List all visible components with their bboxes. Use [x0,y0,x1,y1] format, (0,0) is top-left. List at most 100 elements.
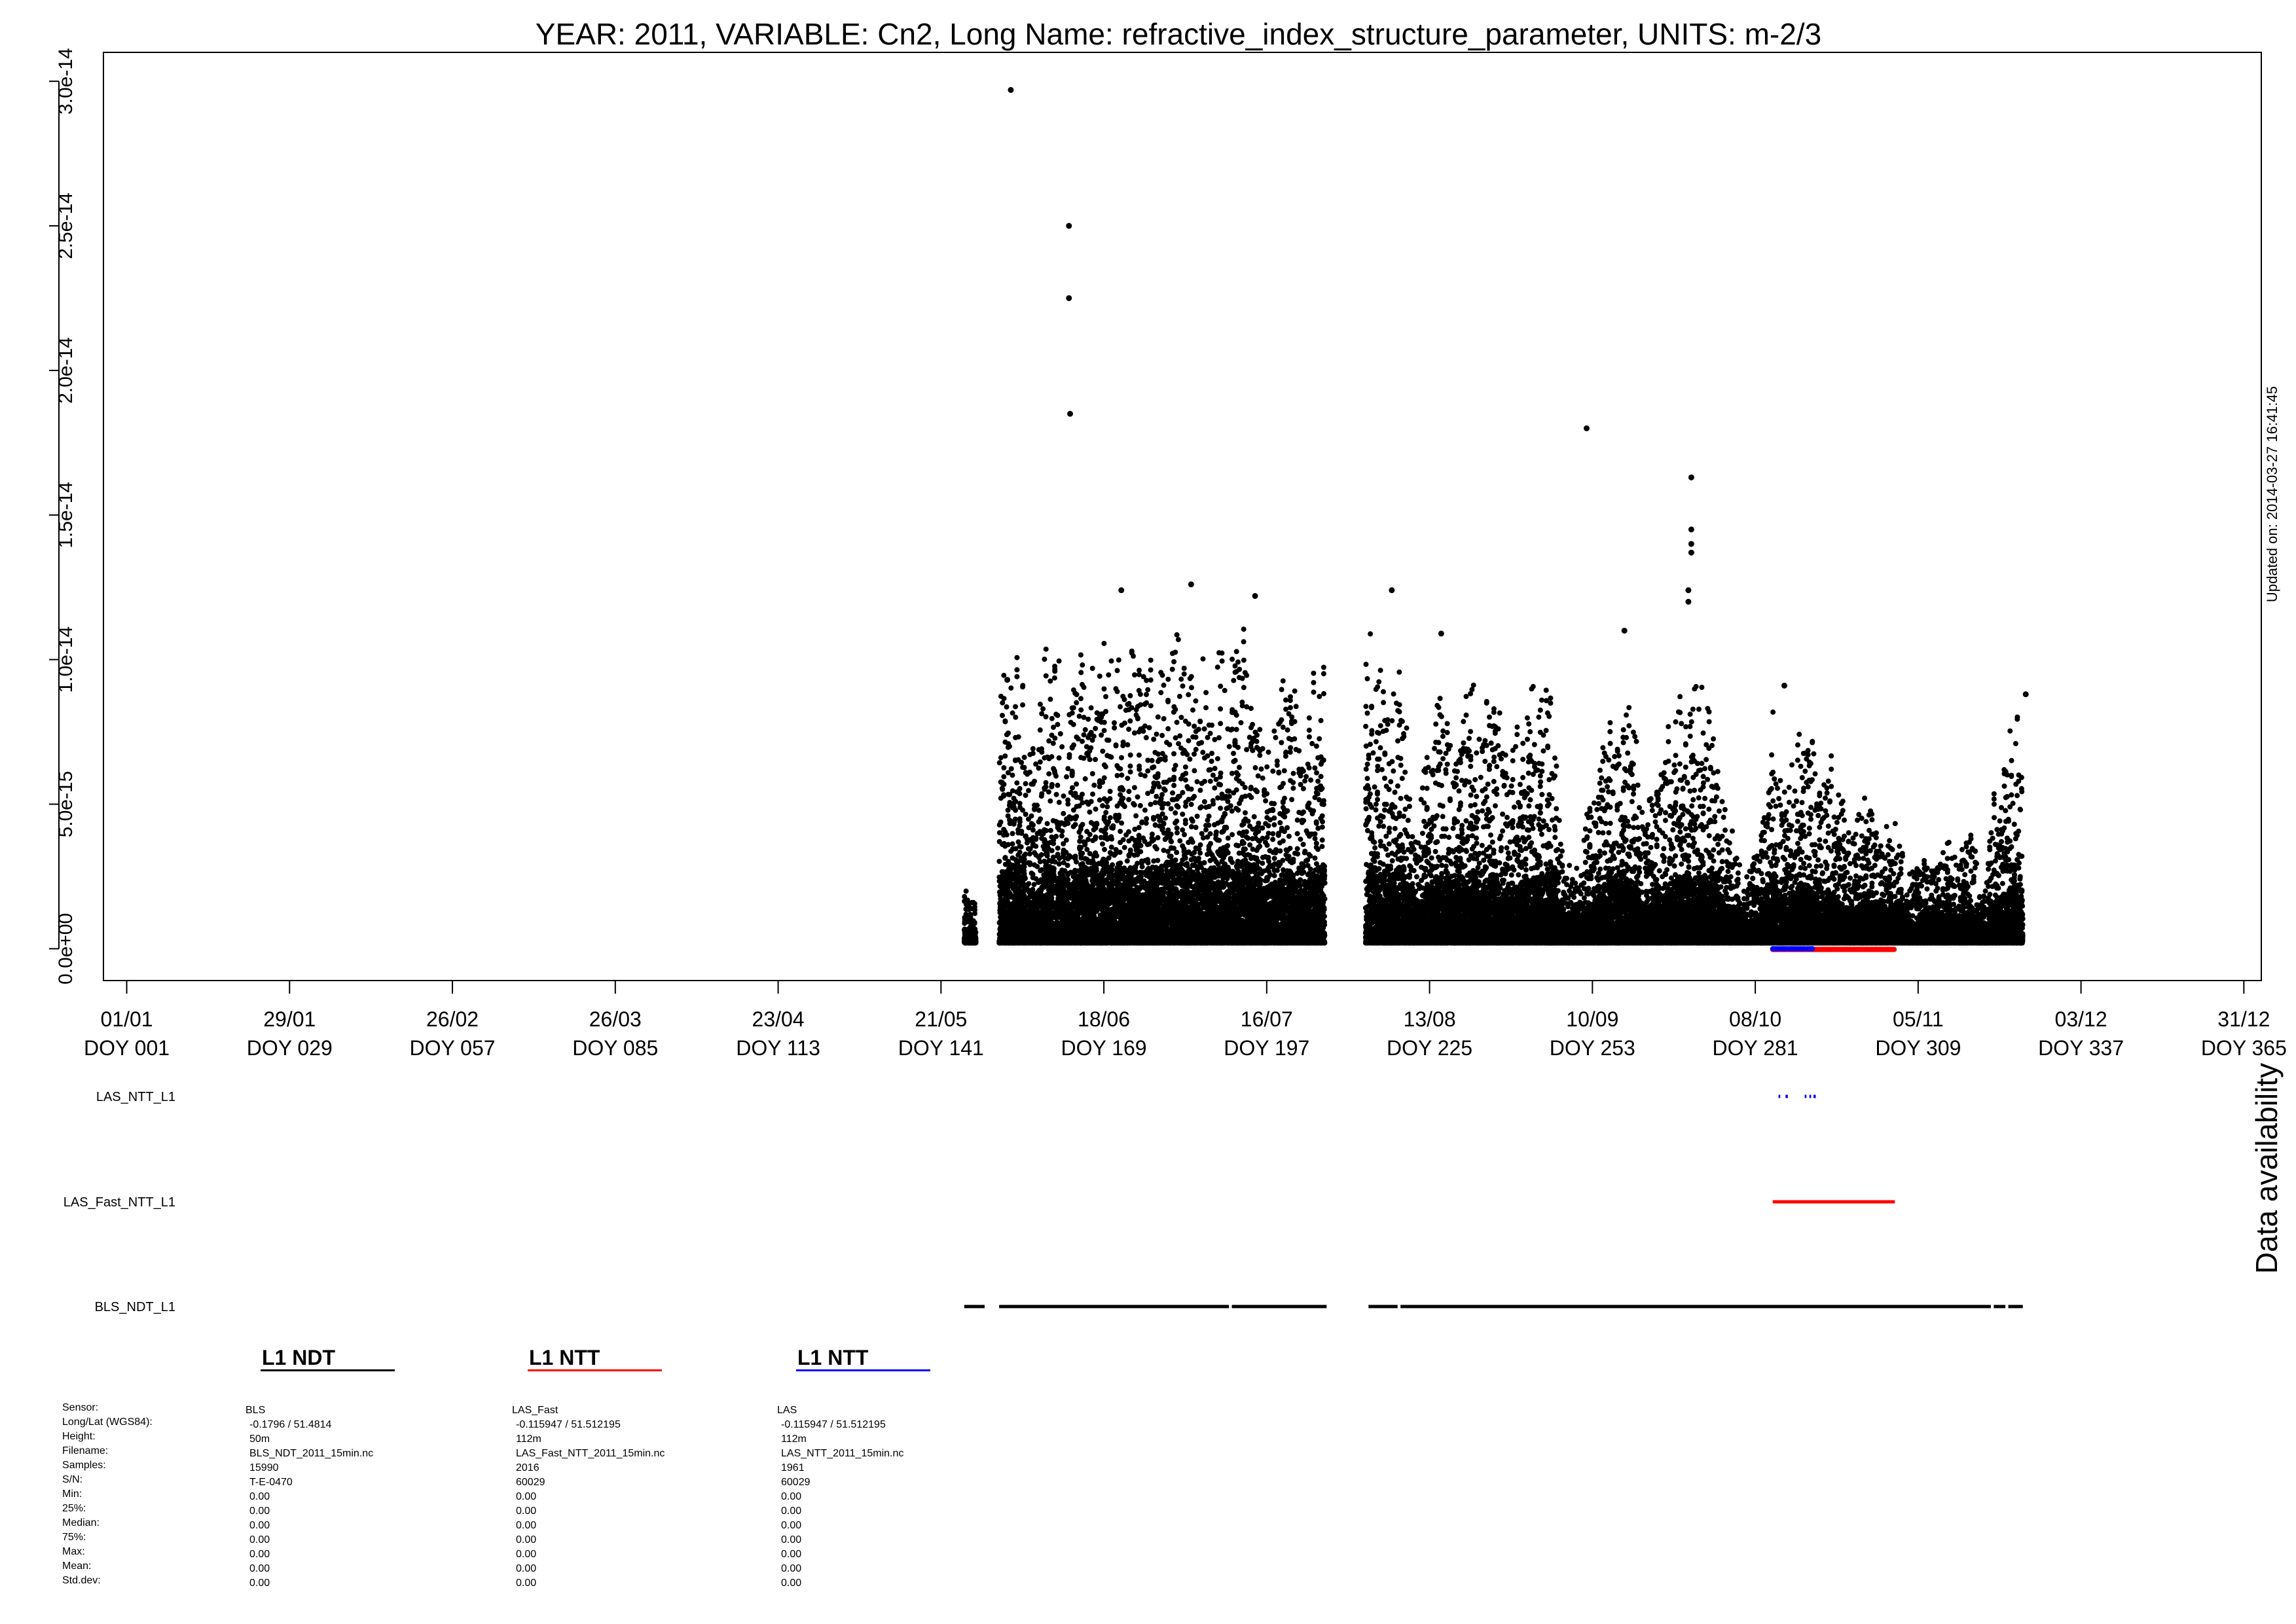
data-point [1006,808,1011,813]
data-point [1025,931,1030,936]
data-point [1014,859,1019,864]
data-point [1078,835,1084,840]
data-point [1082,732,1087,738]
data-point [1046,789,1051,795]
data-point [1008,685,1013,691]
x-tick-date: 01/01 [100,1007,153,1031]
data-point [1003,928,1008,933]
data-point [1053,774,1059,779]
data-point [1085,866,1090,871]
data-point [1026,846,1031,852]
data-point [1022,755,1027,760]
data-point [1026,825,1031,830]
data-point [1103,709,1108,714]
data-point [1054,792,1059,797]
data-point [1071,687,1076,693]
data-point [1117,888,1122,893]
data-point [1011,801,1017,806]
data-point [1080,800,1085,805]
data-point [1080,662,1085,668]
data-point [1016,877,1021,882]
data-point [1130,900,1135,905]
data-point [1070,785,1075,791]
data-point [964,902,969,907]
data-point [1109,844,1114,850]
data-point [1049,732,1055,738]
data-point [1069,902,1074,907]
data-point [1013,924,1019,929]
y-tick-label: 3.0e-14 [55,48,77,115]
data-point [1103,917,1108,922]
x-tick-doy: DOY 113 [736,1036,820,1060]
data-point [1020,702,1025,708]
x-tick-doy: DOY 337 [2038,1036,2124,1060]
data-point [1017,791,1022,796]
data-point [1122,845,1127,850]
data-point [1113,686,1118,691]
y-tick-label: 5.0e-15 [55,771,77,838]
x-tick-date: 21/05 [915,1007,967,1031]
data-point [1084,829,1089,834]
data-point [1013,704,1018,710]
data-point [1032,779,1037,784]
x-tick-date: 08/10 [1729,1007,1781,1031]
data-point [1052,768,1057,774]
data-point [1047,871,1052,876]
data-point [1068,816,1074,821]
data-point [1026,788,1031,793]
data-point [1046,903,1051,908]
data-point [1102,728,1107,733]
data-point [1090,791,1095,797]
data-point [1127,921,1132,926]
data-point [1048,696,1053,702]
data-point [1094,873,1099,878]
data-point [1115,773,1120,778]
data-point [1020,939,1025,944]
data-point [1073,854,1078,859]
data-point [1009,821,1014,826]
data-point [1097,674,1102,679]
data-point [968,920,974,925]
data-point [1025,937,1030,942]
data-point [1046,771,1051,776]
chart-title: YEAR: 2011, VARIABLE: Cn2, Long Name: re… [536,17,1821,51]
data-point [1110,862,1115,867]
data-point [1116,893,1121,899]
data-point [1059,874,1065,879]
data-point [1126,797,1131,803]
data-point [1062,938,1067,943]
data-point [1046,923,1051,928]
data-point [1095,710,1100,715]
data-point [1129,836,1135,841]
data-point [1004,918,1010,924]
data-point [1106,738,1112,743]
data-point [1022,875,1027,880]
data-point [1082,884,1087,890]
data-point [1036,808,1042,813]
data-point [997,839,1002,844]
data-point [964,888,969,893]
x-tick-doy: DOY 001 [84,1036,170,1060]
data-point [1125,858,1130,863]
data-point [971,900,976,905]
data-point [1095,917,1100,922]
data-point [1022,765,1027,770]
data-point [1073,822,1078,827]
x-tick-date: 05/11 [1893,1007,1944,1031]
data-point [1023,852,1028,857]
data-point [998,694,1004,699]
data-point [1114,763,1120,768]
data-point [1132,853,1137,858]
data-point [1068,790,1074,795]
data-point [997,760,1002,765]
data-point [1046,929,1051,935]
data-point [1044,674,1049,679]
data-point [1102,796,1107,801]
data-point [1049,716,1055,721]
data-point [1011,907,1017,912]
x-tick-doy: DOY 365 [2201,1036,2287,1060]
data-point [1135,795,1140,800]
data-point [1036,854,1042,859]
data-point [1014,655,1019,660]
